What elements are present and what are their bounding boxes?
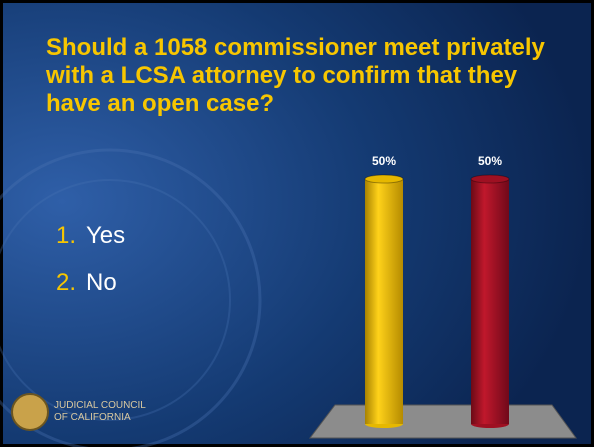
option-number: 2. — [56, 269, 76, 296]
bar-top — [470, 174, 510, 184]
logo-text: OF CALIFORNIA — [54, 412, 131, 423]
value-label: 50% — [372, 154, 396, 168]
option-label: Yes — [86, 222, 125, 249]
option-label: No — [86, 269, 117, 296]
logo-text: JUDICIAL COUNCIL — [54, 400, 146, 411]
bar — [365, 179, 403, 424]
seal-watermark — [0, 148, 262, 447]
logo-seal — [11, 393, 49, 431]
bar-top — [364, 174, 404, 184]
option-number: 1. — [56, 222, 76, 249]
slide-title: Should a 1058 commissioner meet privatel… — [46, 34, 545, 117]
value-label: 50% — [478, 154, 502, 168]
seal-watermark-inner — [0, 179, 231, 421]
chart-floor — [308, 404, 577, 439]
bar — [471, 179, 509, 424]
